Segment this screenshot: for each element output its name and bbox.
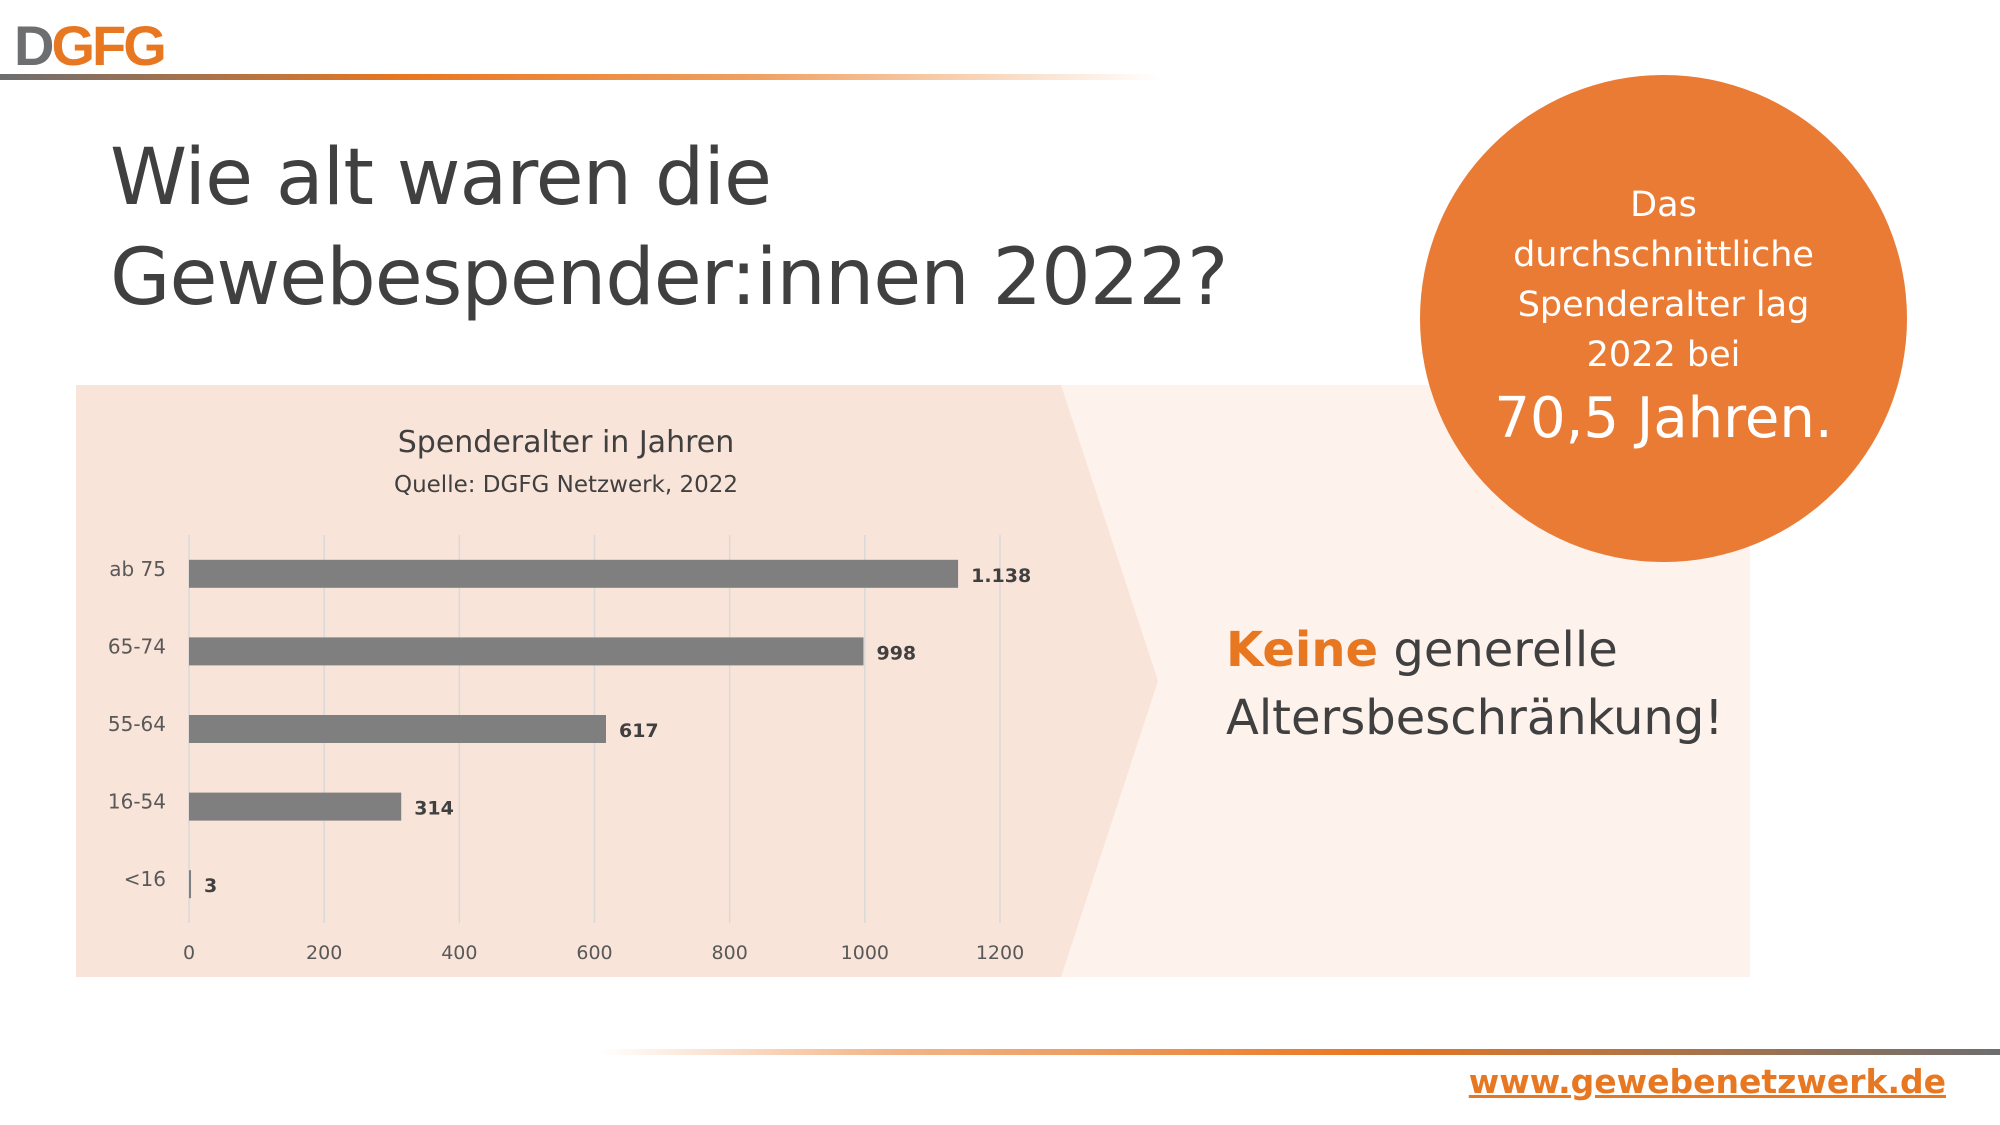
x-tick-label: 600	[576, 942, 612, 964]
chart-panel: Spenderalter in Jahren Quelle: DGFG Netz…	[76, 385, 1158, 977]
title-line-2: Gewebespender:innen 2022?	[110, 233, 1228, 323]
value-label: 998	[876, 642, 916, 664]
x-tick-label: 400	[441, 942, 477, 964]
x-tick-label: 200	[306, 942, 342, 964]
x-tick-label: 1000	[841, 942, 889, 964]
callout-line-3: Spenderalter lag	[1517, 285, 1810, 325]
title-line-1: Wie alt waren die	[110, 133, 772, 223]
chart-category-labels: ab 75 65-74 55-64 16-54 <16	[108, 557, 166, 891]
callout-text: Das durchschnittliche Spenderalter lag 2…	[1420, 180, 1907, 380]
category-label: <16	[124, 867, 166, 891]
x-tick-label: 1200	[976, 942, 1024, 964]
callout-line-1: Das	[1630, 185, 1697, 225]
bar	[189, 637, 864, 666]
chart-panel-arrow	[76, 385, 1158, 977]
bar	[189, 870, 192, 899]
chart-title: Spenderalter in Jahren	[398, 425, 734, 460]
logo-part-d: D	[14, 14, 54, 77]
category-label: ab 75	[109, 557, 166, 581]
category-label: 65-74	[108, 634, 166, 658]
value-label: 314	[414, 798, 454, 820]
x-tick-label: 800	[712, 942, 748, 964]
dgfg-logo: DGFG	[14, 18, 167, 74]
website-link[interactable]: www.gewebenetzwerk.de	[1468, 1062, 1946, 1101]
page-title: Wie alt waren die Gewebespender:innen 20…	[110, 128, 1228, 328]
average-age-callout: Das durchschnittliche Spenderalter lag 2…	[1420, 75, 1907, 562]
header-divider	[0, 74, 1160, 80]
chart-x-tick-labels: 0 200 400 600 800 1000 1200	[183, 942, 1024, 964]
callout-value: 70,5 Jahren.	[1494, 386, 1833, 451]
key-message-accent: Keine	[1226, 622, 1379, 678]
bar	[189, 559, 959, 588]
chart-subtitle: Quelle: DGFG Netzwerk, 2022	[394, 472, 738, 498]
key-message-line-2: Altersbeschränkung!	[1226, 690, 1724, 746]
footer-divider	[600, 1049, 2000, 1055]
callout-line-4: 2022 bei	[1586, 335, 1741, 375]
key-message: Keine generelle Altersbeschränkung!	[1226, 616, 1724, 752]
value-label: 617	[619, 720, 659, 742]
chart-bars	[189, 559, 959, 899]
logo-part-gfg: GFG	[51, 14, 166, 77]
callout-line-2: durchschnittliche	[1513, 235, 1814, 275]
key-message-rest: generelle	[1378, 622, 1618, 678]
bar	[189, 715, 606, 743]
value-label: 1.138	[971, 565, 1031, 587]
bar	[189, 792, 402, 821]
category-label: 55-64	[108, 712, 166, 736]
category-label: 16-54	[108, 790, 166, 814]
chart-value-labels: 1.138 998 617 314 3	[204, 565, 1031, 897]
x-tick-label: 0	[183, 942, 195, 964]
value-label: 3	[204, 875, 217, 897]
